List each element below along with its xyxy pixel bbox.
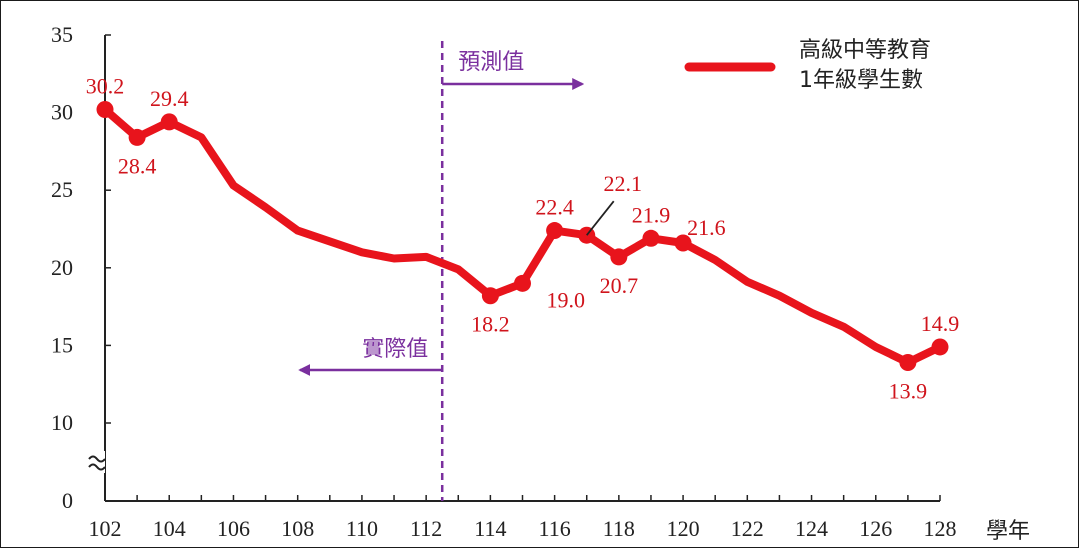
x-tick-label: 106 (217, 516, 250, 541)
data-label: 21.6 (687, 215, 726, 240)
data-label: 19.0 (547, 287, 586, 312)
y-tick-label: 35 (51, 22, 73, 47)
axes: 0 10 15 20 25 30 35 102 104 106 108 110 112 114 116 118… (51, 22, 1030, 544)
legend: 高級中等教育 1年級學生數 (684, 38, 931, 93)
legend-label-line1: 高級中等教育 (799, 38, 931, 63)
data-label: 29.4 (150, 86, 189, 111)
axis-break-icon (88, 451, 106, 473)
data-label: 22.4 (535, 195, 574, 220)
legend-label-line2: 1年級學生數 (799, 68, 923, 93)
x-tick-label: 114 (474, 516, 506, 541)
data-label: 22.1 (603, 171, 642, 196)
data-point-marker (642, 229, 660, 247)
data-label: 30.2 (86, 73, 125, 98)
data-label: 20.7 (600, 273, 639, 298)
y-tick-label: 0 (62, 488, 73, 513)
data-point-marker (899, 353, 917, 371)
axis-break-wave-bottom (88, 463, 106, 471)
data-label: 18.2 (471, 312, 510, 337)
data-label: 14.9 (921, 311, 960, 336)
x-tick-label: 120 (667, 516, 700, 541)
data-point-marker (546, 222, 564, 240)
x-tick-label: 126 (859, 516, 892, 541)
x-tick-label: 110 (346, 516, 378, 541)
callout-leader-line (586, 200, 615, 236)
y-tick-label: 10 (51, 410, 73, 435)
axis-break-wave-top (88, 455, 106, 463)
x-tick-label: 124 (795, 516, 828, 541)
y-tick-label: 15 (51, 332, 73, 357)
data-label: 28.4 (118, 153, 157, 178)
x-tick-label: 112 (410, 516, 442, 541)
x-axis-unit-label: 學年 (986, 519, 1030, 544)
series-layer (96, 100, 949, 371)
data-point-marker (674, 234, 692, 252)
y-tick-label: 30 (51, 100, 73, 125)
data-label: 21.9 (632, 202, 671, 227)
actual-label: 實際值 (362, 337, 428, 362)
x-tick-label: 116 (539, 516, 571, 541)
data-point-marker (128, 128, 146, 146)
data-point-marker (96, 100, 114, 118)
x-tick-label: 104 (153, 516, 186, 541)
x-tick-label: 122 (731, 516, 764, 541)
forecast-label: 預測值 (458, 50, 524, 75)
data-point-marker (160, 113, 178, 131)
y-tick-label: 25 (51, 177, 73, 202)
x-tick-label: 118 (603, 516, 635, 541)
data-point-marker (514, 274, 531, 292)
data-point-marker (610, 248, 628, 266)
data-labels: 30.2 28.4 29.4 18.2 19.0 22.4 22.1 20.7 21.9 21.6… (86, 73, 960, 403)
data-label: 13.9 (889, 378, 928, 403)
x-tick-label: 102 (89, 516, 122, 541)
x-tick-label: 108 (281, 516, 314, 541)
x-tick-label: 128 (924, 516, 957, 541)
y-tick-label: 20 (51, 255, 73, 280)
data-point-marker (931, 338, 949, 356)
data-point-marker (481, 287, 499, 305)
series-line (101, 105, 944, 367)
